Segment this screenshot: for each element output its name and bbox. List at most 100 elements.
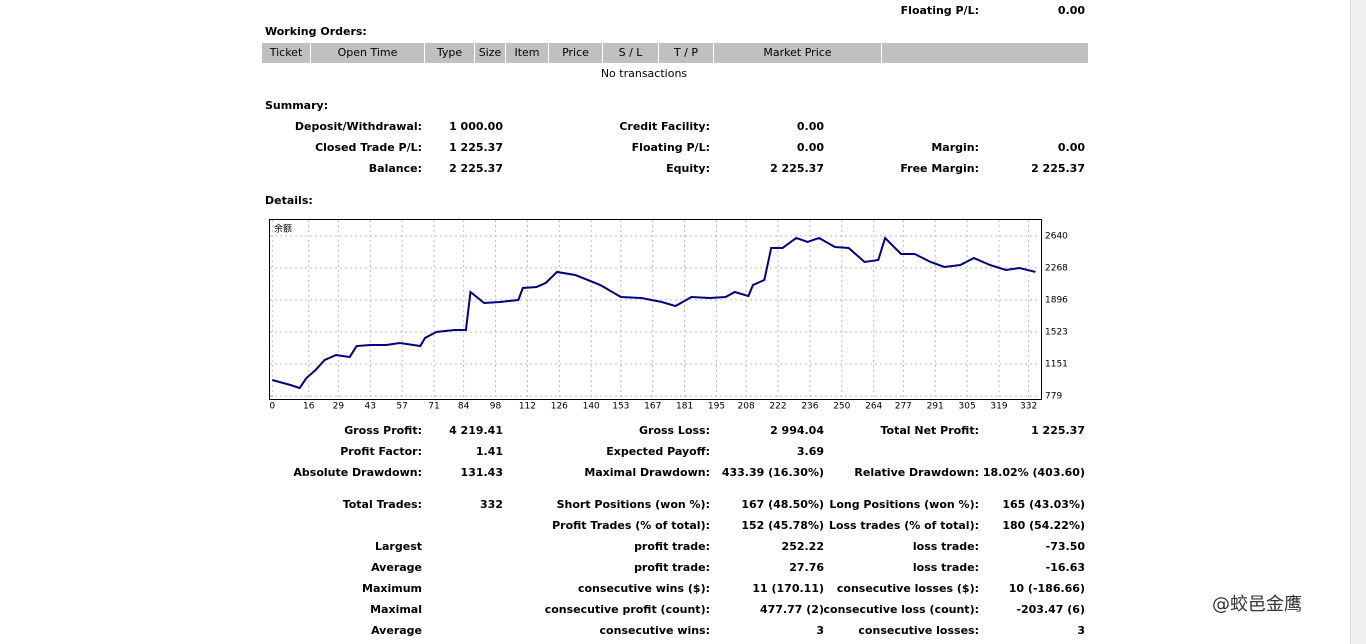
column-header: Type bbox=[425, 43, 475, 63]
x-tick-label: 16 bbox=[303, 402, 315, 412]
label: consecutive profit (count): bbox=[544, 603, 710, 616]
label: Long Positions (won %): bbox=[829, 498, 979, 511]
x-tick-label: 305 bbox=[959, 402, 976, 412]
y-tick-label: 1151 bbox=[1045, 360, 1068, 370]
x-tick-label: 140 bbox=[583, 402, 600, 412]
x-tick-label: 84 bbox=[458, 402, 470, 412]
x-tick-label: 250 bbox=[833, 402, 850, 412]
label: Closed Trade P/L: bbox=[315, 141, 422, 154]
x-tick-label: 236 bbox=[801, 402, 818, 412]
x-tick-label: 0 bbox=[269, 402, 275, 412]
label: consecutive wins ($): bbox=[577, 582, 710, 595]
watermark: @蛟邑金鹰 bbox=[1212, 594, 1302, 615]
column-header: S / L bbox=[603, 43, 659, 63]
value: 10 (-186.66) bbox=[1008, 582, 1085, 595]
column-header: Market Price bbox=[714, 43, 882, 63]
x-tick-label: 98 bbox=[490, 402, 502, 412]
value: 433.39 (16.30%) bbox=[721, 466, 824, 479]
value: 4 219.41 bbox=[449, 424, 503, 437]
value: 18.02% (403.60) bbox=[982, 466, 1085, 479]
value: 1 000.00 bbox=[449, 120, 503, 133]
empty-message: No transactions bbox=[600, 67, 688, 80]
label: consecutive loss (count): bbox=[823, 603, 979, 616]
value: -203.47 (6) bbox=[1016, 603, 1085, 616]
column-header: Ticket bbox=[262, 43, 311, 63]
value: 0.00 bbox=[796, 141, 824, 154]
label: profit trade: bbox=[634, 540, 710, 553]
column-header: Open Time bbox=[311, 43, 425, 63]
plot-frame bbox=[269, 219, 1042, 400]
x-tick-label: 71 bbox=[428, 402, 439, 412]
value: 11 (170.11) bbox=[752, 582, 824, 595]
label: Loss trades (% of total): bbox=[828, 519, 979, 532]
scrollbar[interactable] bbox=[1350, 0, 1366, 644]
value: 27.76 bbox=[789, 561, 824, 574]
label: Average bbox=[371, 561, 422, 574]
value: 0.00 bbox=[1057, 4, 1085, 17]
x-tick-label: 153 bbox=[612, 402, 629, 412]
x-tick-label: 57 bbox=[396, 402, 407, 412]
label: Balance: bbox=[368, 162, 422, 175]
x-tick-label: 195 bbox=[708, 402, 725, 412]
value: 2 994.04 bbox=[770, 424, 824, 437]
value: 1 225.37 bbox=[449, 141, 503, 154]
label: Floating P/L: bbox=[631, 141, 710, 154]
x-tick-label: 332 bbox=[1020, 402, 1037, 412]
y-tick-label: 1896 bbox=[1045, 295, 1068, 305]
value: 0.00 bbox=[796, 120, 824, 133]
label: Absolute Drawdown: bbox=[293, 466, 422, 479]
column-header: T / P bbox=[659, 43, 714, 63]
label: Relative Drawdown: bbox=[854, 466, 979, 479]
x-tick-label: 167 bbox=[644, 402, 661, 412]
value: 477.77 (2) bbox=[760, 603, 824, 616]
column-header: Item bbox=[506, 43, 549, 63]
value: 131.43 bbox=[460, 466, 503, 479]
value: 152 (45.78%) bbox=[741, 519, 824, 532]
label: Floating P/L: bbox=[900, 4, 979, 17]
x-tick-label: 291 bbox=[927, 402, 944, 412]
label: Deposit/Withdrawal: bbox=[294, 120, 422, 133]
label: Total Net Profit: bbox=[880, 424, 980, 437]
label: profit trade: bbox=[634, 561, 710, 574]
value: -73.50 bbox=[1045, 540, 1085, 553]
value: 252.22 bbox=[781, 540, 824, 553]
x-tick-label: 319 bbox=[990, 402, 1007, 412]
label: consecutive losses: bbox=[858, 624, 979, 637]
x-tick-label: 29 bbox=[333, 402, 345, 412]
value: 332 bbox=[480, 498, 503, 511]
value: 2 225.37 bbox=[1031, 162, 1085, 175]
label: Maximal bbox=[370, 603, 422, 616]
y-tick-label: 1523 bbox=[1045, 328, 1068, 338]
value: 1 225.37 bbox=[1031, 424, 1085, 437]
label: Expected Payoff: bbox=[606, 445, 710, 458]
value: 2 225.37 bbox=[449, 162, 503, 175]
label: loss trade: bbox=[912, 540, 979, 553]
y-tick-label: 779 bbox=[1045, 392, 1062, 402]
column-header: Size bbox=[475, 43, 506, 63]
label: Maximal Drawdown: bbox=[584, 466, 710, 479]
value: 1.41 bbox=[475, 445, 503, 458]
label: loss trade: bbox=[912, 561, 979, 574]
label: Gross Profit: bbox=[344, 424, 422, 437]
label: Margin: bbox=[931, 141, 979, 154]
label: Gross Loss: bbox=[639, 424, 710, 437]
x-tick-label: 264 bbox=[865, 402, 882, 412]
x-tick-label: 126 bbox=[551, 402, 568, 412]
value: 180 (54.22%) bbox=[1002, 519, 1085, 532]
value: 3.69 bbox=[796, 445, 824, 458]
label: Profit Factor: bbox=[340, 445, 422, 458]
label: Total Trades: bbox=[342, 498, 422, 511]
label: Maximum bbox=[362, 582, 422, 595]
value: 2 225.37 bbox=[770, 162, 824, 175]
value: 167 (48.50%) bbox=[741, 498, 824, 511]
x-tick-label: 181 bbox=[676, 402, 693, 412]
x-tick-label: 222 bbox=[769, 402, 786, 412]
label: Equity: bbox=[666, 162, 710, 175]
value: 3 bbox=[1077, 624, 1085, 637]
legend-label: 余额 bbox=[274, 223, 292, 235]
column-header: Price bbox=[549, 43, 603, 63]
label: consecutive losses ($): bbox=[836, 582, 979, 595]
x-tick-label: 277 bbox=[895, 402, 912, 412]
y-tick-label: 2268 bbox=[1045, 263, 1068, 273]
